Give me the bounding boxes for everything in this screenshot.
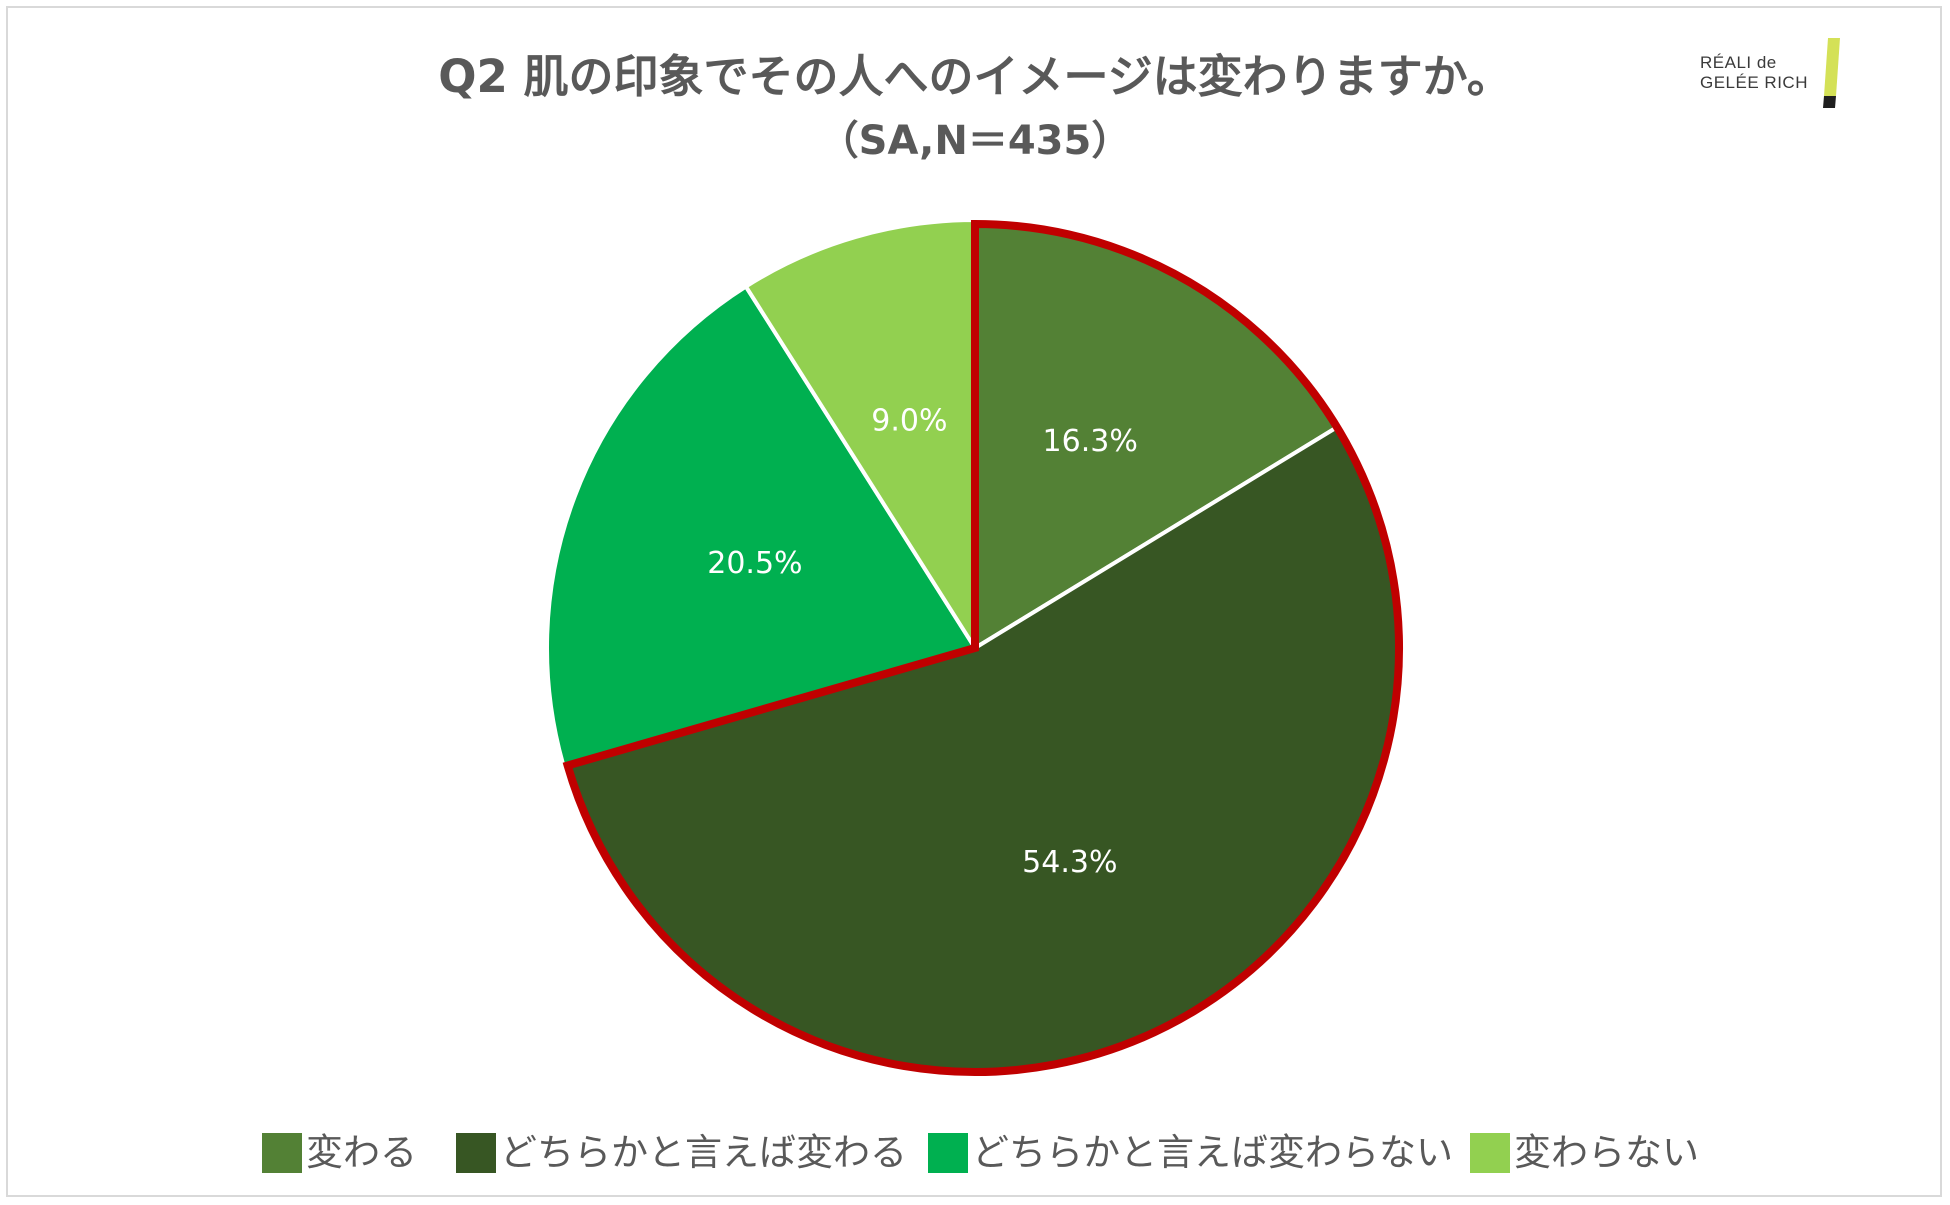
data-label-2: 54.3% xyxy=(1022,845,1117,880)
data-label-4: 9.0% xyxy=(871,403,947,438)
brand-logo: RÉALI de GELÉE RICH xyxy=(1700,34,1870,114)
chart-title: Q2 肌の印象でその人へのイメージは変わりますか。 xyxy=(438,50,1512,103)
legend-swatch xyxy=(1470,1133,1510,1173)
pie-slice-4 xyxy=(743,218,977,650)
data-label-1: 16.3% xyxy=(1043,424,1138,459)
legend-label: どちらかと言えば変わる xyxy=(500,1131,907,1174)
legend-swatch xyxy=(456,1133,496,1173)
legend-label: 変わらない xyxy=(1514,1131,1699,1174)
highlight-outline xyxy=(562,219,1404,1076)
legend-swatch xyxy=(262,1133,302,1173)
logo-text-line2: GELÉE RICH xyxy=(1700,73,1808,92)
legend-label: 変わる xyxy=(306,1131,417,1174)
pie-slice-3 xyxy=(544,284,977,769)
chart-subtitle: （SA,N＝435） xyxy=(818,118,1132,164)
legend-swatch xyxy=(928,1133,968,1173)
logo-text-line1: RÉALI de xyxy=(1700,53,1777,72)
logo-mark-icon xyxy=(1823,38,1840,108)
data-label-3: 20.5% xyxy=(707,546,802,581)
legend-label: どちらかと言えば変わらない xyxy=(972,1131,1453,1174)
chart-legend: 変わる どちらかと言えば変わる どちらかと言えば変わらない 変わらない xyxy=(0,1128,1950,1180)
